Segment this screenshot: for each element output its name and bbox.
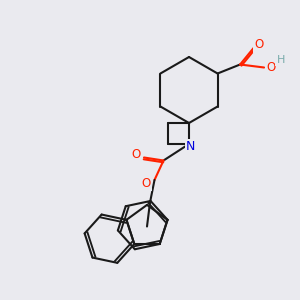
Text: O: O: [132, 148, 141, 161]
Text: O: O: [254, 38, 263, 52]
Text: N: N: [186, 140, 195, 154]
Text: H: H: [276, 55, 285, 65]
Text: O: O: [266, 61, 275, 74]
Text: O: O: [142, 177, 151, 190]
